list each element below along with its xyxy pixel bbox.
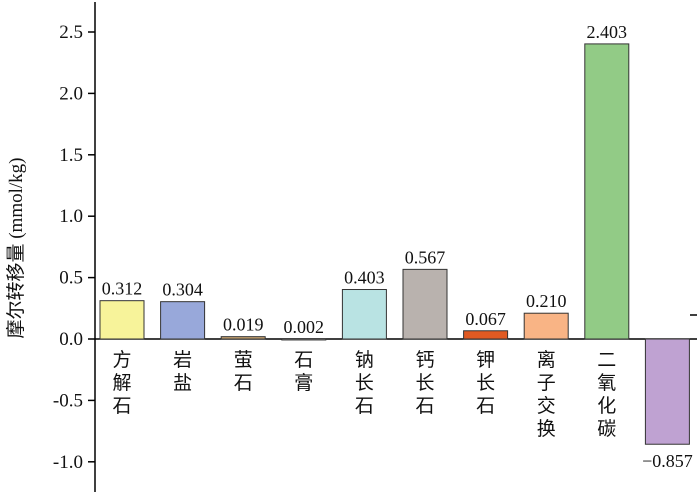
y-tick-label: 1.5 <box>59 145 83 166</box>
data-label: 2.403 <box>587 22 628 42</box>
data-label: 0.312 <box>102 279 143 299</box>
data-label: 0.210 <box>526 291 567 311</box>
bars <box>99 43 690 445</box>
category-label: 岩盐 <box>173 349 192 394</box>
category-label: 钠长石 <box>355 349 374 417</box>
data-label: 0.304 <box>162 280 203 300</box>
category-label: 钙长石 <box>415 349 434 417</box>
y-tick-label: -0.5 <box>53 390 83 411</box>
bar <box>281 338 327 341</box>
data-label: 0.019 <box>223 315 264 335</box>
data-labels: 0.312 0.304 0.019 0.002 0.403 0.567 0.067 0.210… <box>102 22 693 471</box>
bar <box>341 289 387 340</box>
category-label: 二氧化碳 <box>597 350 616 440</box>
y-tick-label: -1.0 <box>53 452 83 473</box>
data-label: 0.067 <box>465 309 506 329</box>
bar <box>160 301 206 340</box>
category-label: 萤石 <box>234 349 253 394</box>
data-label: 0.403 <box>344 268 385 288</box>
bar <box>523 312 569 340</box>
y-tick-label: 1.0 <box>59 206 83 227</box>
category-label: 石膏 <box>294 350 313 394</box>
y-tick-label: 0.0 <box>59 329 83 350</box>
bar <box>99 300 145 340</box>
bar <box>402 268 448 340</box>
y-tick-label: 2.0 <box>59 83 83 104</box>
category-label: 方解石 <box>112 349 131 417</box>
data-label: 0.002 <box>284 317 325 337</box>
y-tick-label: 0.5 <box>59 268 83 289</box>
data-label: −0.857 <box>642 451 693 471</box>
bar <box>220 336 266 340</box>
bar <box>463 330 509 340</box>
category-label: 钾长石 <box>476 349 495 417</box>
data-label: 0.567 <box>405 247 446 267</box>
y-axis-title: 摩尔转移量 (mmol/kg) <box>5 157 27 338</box>
bar <box>644 338 690 445</box>
category-label: 离子交换 <box>537 349 556 440</box>
bar <box>584 43 630 340</box>
y-tick-label: 2.5 <box>59 22 83 43</box>
